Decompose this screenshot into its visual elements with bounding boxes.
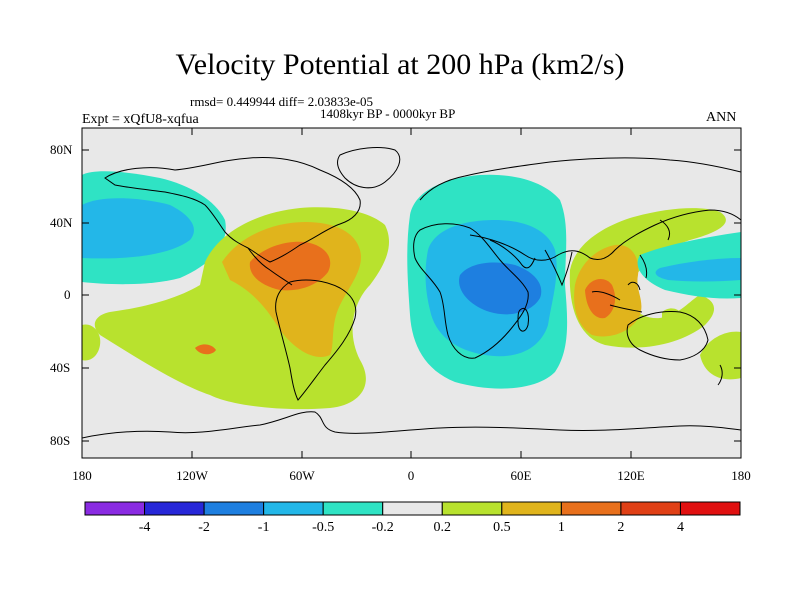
colorbar-tick-label: -0.2 bbox=[371, 520, 394, 535]
coastline-central-america bbox=[247, 247, 293, 286]
lat-label-40s: 40S bbox=[50, 360, 71, 375]
lat-label-0: 0 bbox=[64, 287, 71, 302]
contour-north-pacific-mid bbox=[82, 198, 194, 259]
lat-label-80n: 80N bbox=[50, 142, 73, 157]
contour-africa-negative-strong bbox=[459, 262, 542, 315]
colorbar-swatch bbox=[501, 501, 562, 516]
coastline-philippines-japan bbox=[639, 219, 671, 279]
lat-label-40n: 40N bbox=[50, 215, 73, 230]
lon-label-180w: 180 bbox=[72, 468, 92, 483]
contour-australia-positive bbox=[662, 308, 684, 331]
contour-tasman-positive bbox=[700, 331, 741, 380]
coastline-north-america bbox=[104, 157, 361, 263]
colorbar-swatch bbox=[203, 501, 265, 516]
coastlines bbox=[82, 147, 741, 439]
lon-label-0: 0 bbox=[407, 468, 415, 483]
coastline-madagascar bbox=[517, 307, 529, 332]
colorbar-tick-label: -2 bbox=[198, 520, 210, 535]
colorbar-swatch bbox=[679, 501, 741, 516]
coastline-eurasia bbox=[419, 157, 741, 201]
season-label: ANN bbox=[706, 110, 737, 125]
colorbar-tick-label: 0.5 bbox=[493, 520, 511, 535]
colorbar-tick-label: -4 bbox=[138, 520, 151, 535]
colorbar-swatch bbox=[144, 501, 205, 516]
lon-label-120e: 120E bbox=[617, 468, 645, 483]
colorbar-tick-label: -1 bbox=[257, 520, 270, 535]
coastline-antarctica bbox=[82, 411, 741, 439]
coastline-indonesia bbox=[591, 281, 643, 313]
colorbar-swatch bbox=[560, 501, 622, 516]
lon-label-120w: 120W bbox=[176, 468, 208, 483]
coastline-greenland bbox=[337, 147, 401, 189]
colorbar-tick-label: 4 bbox=[676, 520, 684, 535]
coastline-arabia bbox=[489, 239, 536, 269]
contour-pacific-negative-mid bbox=[655, 258, 741, 282]
time-period-label: 1408kyr BP - 0000kyr BP bbox=[320, 106, 456, 121]
colorbar bbox=[84, 501, 741, 516]
contour-south-pacific-spot bbox=[195, 344, 216, 355]
colorbar-swatch bbox=[263, 501, 324, 516]
coastline-south-america bbox=[275, 279, 357, 401]
rmsd-diff-stats: rmsd= 0.449944 diff= 2.03833e-05 bbox=[190, 94, 374, 109]
map-ticks bbox=[81, 128, 742, 458]
coastline-africa bbox=[413, 223, 529, 359]
map-title: Velocity Potential at 200 hPa (km2/s) bbox=[175, 48, 625, 81]
contour-atlantic-positive-strong bbox=[249, 241, 331, 291]
contour-indonesia-positive-strong bbox=[585, 278, 616, 319]
colorbar-tick-label: 2 bbox=[617, 520, 625, 535]
colorbar-tick-label: 1 bbox=[557, 520, 565, 535]
coastline-asia-south bbox=[469, 209, 741, 261]
colorbar-swatch bbox=[382, 501, 443, 516]
lon-label-180e: 180 bbox=[731, 468, 751, 483]
colorbar-swatch bbox=[620, 501, 681, 516]
lon-label-60e: 60E bbox=[510, 468, 532, 483]
coastline-india bbox=[544, 249, 573, 287]
contour-southwest-pacific-positive bbox=[82, 324, 101, 361]
experiment-label: Expt = xQfU8-xqfua bbox=[82, 112, 199, 127]
colorbar-swatch bbox=[322, 501, 384, 516]
colorbar-swatch bbox=[441, 501, 503, 516]
colorbar-swatch bbox=[84, 501, 146, 516]
colorbar-tick-label: -0.5 bbox=[312, 520, 335, 535]
lon-label-60w: 60W bbox=[289, 468, 315, 483]
coastline-australia bbox=[626, 311, 709, 361]
coastline-new-zealand bbox=[717, 364, 723, 386]
lat-label-80s: 80S bbox=[50, 433, 71, 448]
colorbar-tick-label: 0.2 bbox=[433, 520, 452, 535]
